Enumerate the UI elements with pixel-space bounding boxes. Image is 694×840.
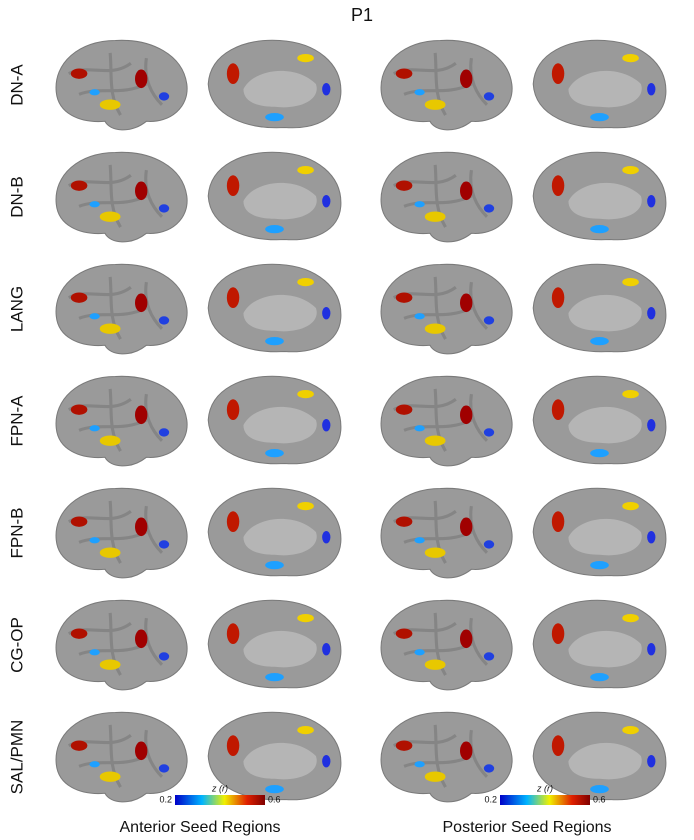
row-label: CG-OP: [7, 617, 26, 673]
brain-medial: [532, 151, 667, 241]
brain-medial: [207, 487, 342, 577]
brain-lateral: [379, 486, 514, 580]
brain-medial: [532, 599, 667, 689]
brain-medial: [207, 151, 342, 241]
colorbar: [175, 795, 265, 805]
row-label: FPN-A: [7, 395, 26, 447]
colorbar-min: 0.2: [484, 794, 497, 804]
colorbar-min: 0.2: [159, 794, 172, 804]
brain-lateral: [54, 150, 189, 244]
brain-lateral: [379, 598, 514, 692]
brain-medial: [207, 711, 342, 801]
brain-medial: [532, 711, 667, 801]
brain-lateral: [379, 38, 514, 132]
brain-medial: [207, 599, 342, 689]
brain-medial: [532, 487, 667, 577]
brain-lateral: [54, 38, 189, 132]
brain-lateral: [54, 710, 189, 804]
brain-medial: [207, 39, 342, 129]
colorbar-label: z (r): [536, 783, 553, 793]
figure-title: P1: [351, 5, 373, 25]
row-label: DN-A: [7, 64, 26, 106]
brain-lateral: [54, 598, 189, 692]
colorbar-max: 0.6: [268, 794, 281, 804]
column-label: Anterior Seed Regions: [120, 819, 281, 836]
brain-lateral: [379, 262, 514, 356]
brain-medial: [532, 263, 667, 353]
colorbar-label: z (r): [211, 783, 228, 793]
row-label: LANG: [7, 286, 26, 332]
colorbar: [500, 795, 590, 805]
row-label: DN-B: [7, 176, 26, 218]
brain-lateral: [54, 262, 189, 356]
brain-lateral: [54, 374, 189, 468]
brain-lateral: [379, 150, 514, 244]
colorbar-max: 0.6: [593, 794, 606, 804]
column-label: Posterior Seed Regions: [443, 819, 612, 836]
brain-lateral: [379, 374, 514, 468]
brain-medial: [207, 263, 342, 353]
brain-medial: [532, 375, 667, 465]
brain-medial: [532, 39, 667, 129]
brain-lateral: [54, 486, 189, 580]
brain-medial: [207, 375, 342, 465]
row-label: SAL/PMN: [7, 720, 26, 795]
row-label: FPN-B: [7, 508, 26, 559]
brain-lateral: [379, 710, 514, 804]
